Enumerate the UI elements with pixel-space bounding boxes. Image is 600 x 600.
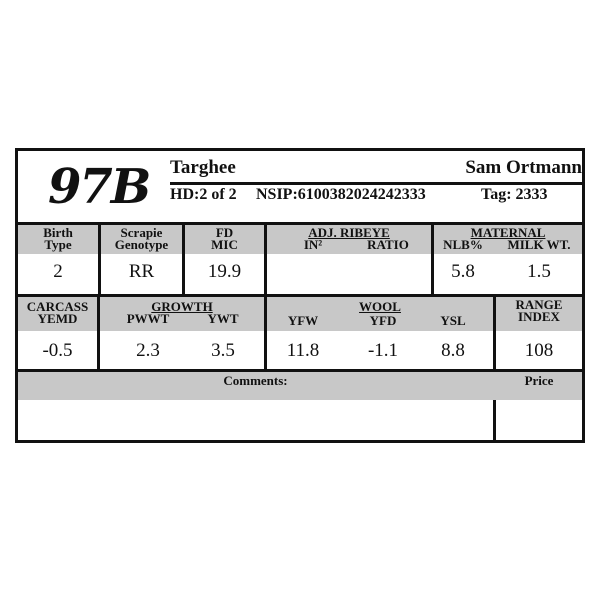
- divider: [18, 369, 582, 372]
- yfw-label: YFW: [287, 313, 319, 328]
- sheep-record-card: 97B Targhee Sam Ortmann HD:2 of 2 NSIP:6…: [15, 148, 585, 443]
- divider: [264, 225, 267, 297]
- owner: Sam Ortmann: [465, 157, 582, 178]
- divider: [97, 297, 100, 372]
- yfd-label: YFD: [369, 313, 397, 328]
- ribeye-in2-label: IN²: [303, 237, 323, 252]
- range-index-label: RANGE INDEX: [515, 297, 563, 324]
- row1-header-bg: [18, 225, 582, 254]
- nlb-value: 5.8: [451, 261, 475, 282]
- milk-wt-value: 1.5: [527, 261, 551, 282]
- hd: HD:2 of 2: [170, 186, 237, 203]
- divider: [98, 225, 101, 297]
- divider: [18, 222, 582, 225]
- ribeye-ratio-label: RATIO: [367, 237, 409, 252]
- nsip: NSIP:6100382024242333: [256, 186, 426, 203]
- nlb-label: NLB%: [443, 237, 483, 252]
- range-index-value: 108: [524, 340, 554, 361]
- ribeye-label: ADJ. RIBEYE: [308, 225, 390, 240]
- row2-header-bg: [18, 297, 582, 331]
- carcass-label: CARCASS YEMD: [26, 299, 89, 326]
- divider: [431, 225, 434, 297]
- pwwt-label: PWWT: [126, 311, 170, 326]
- comments-field[interactable]: [18, 403, 493, 440]
- fd-mic-label: FD MIC: [211, 225, 238, 252]
- price-label: Price: [524, 373, 554, 388]
- milk-wt-label: MILK WT.: [507, 237, 571, 252]
- breed: Targhee: [170, 157, 236, 178]
- wool-label: WOOL: [359, 299, 401, 314]
- divider: [182, 225, 185, 297]
- maternal-label: MATERNAL: [470, 225, 546, 240]
- growth-label: GROWTH: [151, 299, 213, 314]
- ysl-value: 8.8: [441, 340, 465, 361]
- fd-mic-value: 19.9: [207, 261, 242, 282]
- scrapie-label: Scrapie Genotype: [114, 225, 169, 252]
- divider: [18, 294, 582, 297]
- footer-header-bg: [18, 372, 582, 400]
- birth-type-label: Birth Type: [43, 225, 73, 252]
- divider: [264, 297, 267, 372]
- scrapie-value: RR: [128, 261, 155, 282]
- header-rule: [170, 182, 582, 185]
- ywt-value: 3.5: [211, 340, 235, 361]
- ywt-label: YWT: [207, 311, 239, 326]
- comments-label: Comments:: [223, 373, 288, 388]
- pwwt-value: 2.3: [136, 340, 160, 361]
- yfw-value: 11.8: [286, 340, 320, 361]
- yfd-value: -1.1: [367, 340, 399, 361]
- price-field[interactable]: [496, 403, 582, 440]
- tag: Tag: 2333: [481, 186, 548, 203]
- birth-type-value: 2: [53, 261, 63, 282]
- ysl-label: YSL: [440, 313, 466, 328]
- animal-id: 97B: [48, 159, 151, 215]
- yemd-value: -0.5: [42, 340, 73, 361]
